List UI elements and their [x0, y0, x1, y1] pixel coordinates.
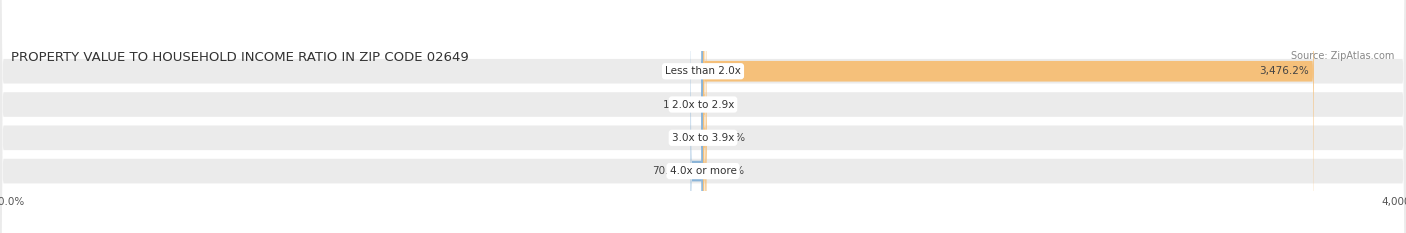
FancyBboxPatch shape: [703, 0, 704, 233]
Text: 17.3%: 17.3%: [711, 166, 744, 176]
Text: 8.8%: 8.8%: [669, 133, 696, 143]
Text: 8.2%: 8.2%: [710, 99, 737, 110]
Text: 4.0x or more: 4.0x or more: [669, 166, 737, 176]
FancyBboxPatch shape: [703, 0, 1315, 233]
Text: 8.3%: 8.3%: [669, 66, 696, 76]
FancyBboxPatch shape: [702, 0, 703, 233]
Text: Source: ZipAtlas.com: Source: ZipAtlas.com: [1291, 51, 1395, 61]
FancyBboxPatch shape: [703, 0, 706, 233]
Text: 3,476.2%: 3,476.2%: [1258, 66, 1309, 76]
Text: 70.6%: 70.6%: [652, 166, 685, 176]
Text: PROPERTY VALUE TO HOUSEHOLD INCOME RATIO IN ZIP CODE 02649: PROPERTY VALUE TO HOUSEHOLD INCOME RATIO…: [11, 51, 470, 64]
Text: 21.4%: 21.4%: [711, 133, 745, 143]
Text: Less than 2.0x: Less than 2.0x: [665, 66, 741, 76]
FancyBboxPatch shape: [690, 0, 703, 233]
Text: 3.0x to 3.9x: 3.0x to 3.9x: [672, 133, 734, 143]
Text: 11.2%: 11.2%: [662, 99, 696, 110]
FancyBboxPatch shape: [702, 0, 703, 233]
FancyBboxPatch shape: [703, 0, 707, 233]
FancyBboxPatch shape: [702, 0, 703, 233]
Text: 2.0x to 2.9x: 2.0x to 2.9x: [672, 99, 734, 110]
